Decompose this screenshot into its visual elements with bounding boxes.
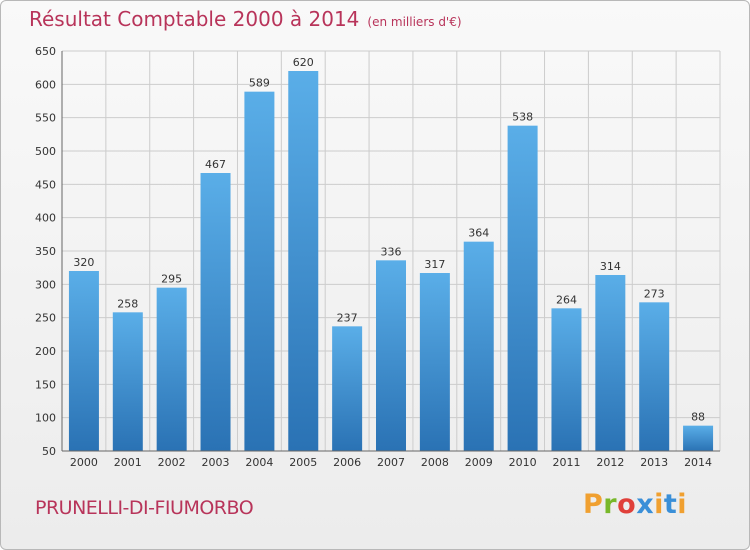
bar bbox=[68, 271, 99, 451]
brand-letter-5: i bbox=[654, 489, 664, 520]
data-label: 258 bbox=[117, 297, 138, 310]
place-name: PRUNELLI-DI-FIUMORBO bbox=[35, 497, 254, 519]
x-tick-label: 2000 bbox=[70, 456, 98, 469]
y-tick-label: 250 bbox=[35, 312, 56, 325]
data-label: 320 bbox=[73, 256, 94, 269]
y-tick-label: 600 bbox=[35, 78, 56, 91]
brand-letter-3: o bbox=[617, 489, 637, 520]
x-tick-label: 2011 bbox=[552, 456, 580, 469]
bar bbox=[639, 302, 670, 451]
x-tick-label: 2009 bbox=[465, 456, 493, 469]
x-tick-label: 2004 bbox=[245, 456, 273, 469]
x-tick-label: 2014 bbox=[684, 456, 712, 469]
y-tick-label: 500 bbox=[35, 145, 56, 158]
x-tick-label: 2008 bbox=[421, 456, 449, 469]
x-tick-label: 2012 bbox=[596, 456, 624, 469]
data-label: 467 bbox=[205, 158, 226, 171]
data-label: 314 bbox=[600, 260, 621, 273]
x-tick-label: 2010 bbox=[509, 456, 537, 469]
bar bbox=[683, 425, 714, 451]
bar bbox=[332, 326, 363, 451]
data-label: 364 bbox=[468, 227, 489, 240]
data-label: 88 bbox=[691, 411, 705, 424]
bar bbox=[244, 91, 275, 452]
chart-title-text: Résultat Comptable 2000 à 2014 bbox=[29, 7, 360, 31]
chart-subtitle: (en milliers d'€) bbox=[367, 15, 462, 29]
brand-logo: Proxiti bbox=[583, 489, 687, 520]
bar bbox=[112, 312, 143, 451]
x-tick-label: 2007 bbox=[377, 456, 405, 469]
chart-title: Résultat Comptable 2000 à 2014 (en millie… bbox=[29, 7, 462, 31]
brand-letter-7: i bbox=[677, 489, 688, 520]
y-tick-label: 300 bbox=[35, 278, 56, 291]
bar bbox=[507, 125, 538, 452]
y-tick-label: 650 bbox=[35, 45, 56, 58]
data-label: 273 bbox=[644, 287, 665, 300]
bar bbox=[156, 287, 187, 451]
y-tick-label: 450 bbox=[35, 178, 56, 191]
bar bbox=[288, 71, 319, 451]
bar bbox=[419, 273, 450, 451]
y-tick-label: 200 bbox=[35, 345, 56, 358]
brand-letter-4: x bbox=[636, 489, 655, 520]
y-tick-label: 550 bbox=[35, 112, 56, 125]
brand-letter-6: t bbox=[663, 489, 678, 520]
bar bbox=[376, 260, 406, 451]
x-tick-label: 2001 bbox=[114, 456, 142, 469]
data-label: 317 bbox=[424, 258, 445, 271]
y-tick-label: 350 bbox=[35, 245, 56, 258]
bar bbox=[551, 308, 582, 451]
data-label: 589 bbox=[249, 77, 270, 90]
data-label: 336 bbox=[381, 245, 402, 258]
x-tick-label: 2005 bbox=[289, 456, 317, 469]
y-tick-label: 100 bbox=[35, 412, 56, 425]
data-label: 264 bbox=[556, 293, 577, 306]
data-label: 237 bbox=[337, 311, 358, 324]
brand-letter-2: r bbox=[603, 489, 618, 520]
y-tick-label: 50 bbox=[42, 445, 56, 458]
y-tick-label: 150 bbox=[35, 378, 56, 391]
data-label: 538 bbox=[512, 111, 533, 124]
x-tick-label: 2002 bbox=[158, 456, 186, 469]
x-tick-label: 2006 bbox=[333, 456, 361, 469]
x-tick-label: 2013 bbox=[640, 456, 668, 469]
x-tick-label: 2003 bbox=[202, 456, 230, 469]
bar bbox=[595, 275, 626, 451]
brand-letter-1: P bbox=[583, 489, 604, 520]
data-label: 295 bbox=[161, 273, 182, 286]
data-label: 620 bbox=[293, 56, 314, 69]
bar bbox=[463, 241, 494, 451]
y-tick-label: 400 bbox=[35, 212, 56, 225]
bar bbox=[200, 173, 231, 451]
